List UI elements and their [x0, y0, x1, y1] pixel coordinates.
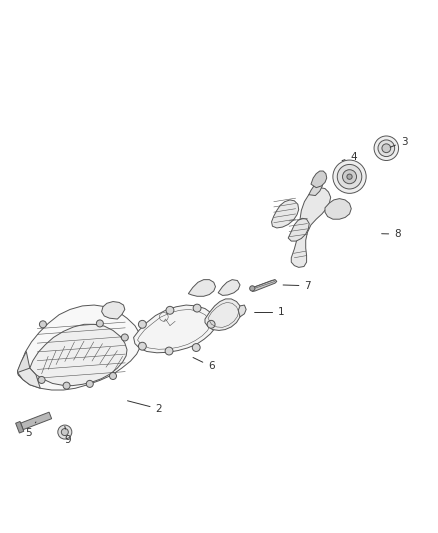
Circle shape — [138, 320, 146, 328]
Circle shape — [193, 304, 201, 312]
Circle shape — [337, 165, 362, 189]
Circle shape — [250, 286, 255, 291]
Polygon shape — [311, 171, 327, 188]
Polygon shape — [16, 422, 24, 433]
Polygon shape — [325, 199, 351, 219]
Text: 5: 5 — [25, 422, 36, 438]
Circle shape — [192, 344, 200, 351]
Circle shape — [347, 174, 352, 179]
Circle shape — [207, 320, 215, 328]
Polygon shape — [288, 219, 309, 241]
Circle shape — [343, 169, 357, 184]
Circle shape — [382, 144, 391, 152]
Circle shape — [333, 160, 366, 193]
Text: 3: 3 — [390, 136, 407, 147]
Text: 1: 1 — [254, 308, 285, 318]
Polygon shape — [218, 280, 240, 295]
Text: 9: 9 — [65, 426, 71, 445]
Polygon shape — [188, 280, 215, 296]
Polygon shape — [252, 280, 277, 292]
Circle shape — [96, 320, 103, 327]
Polygon shape — [30, 324, 127, 386]
Polygon shape — [18, 351, 30, 377]
Polygon shape — [291, 188, 331, 268]
Polygon shape — [309, 180, 322, 196]
Polygon shape — [21, 412, 52, 430]
Circle shape — [38, 376, 45, 383]
Circle shape — [86, 381, 93, 387]
Polygon shape — [102, 302, 125, 319]
Circle shape — [63, 382, 70, 389]
Circle shape — [138, 342, 146, 350]
Text: 8: 8 — [381, 229, 401, 239]
Circle shape — [121, 334, 128, 341]
Circle shape — [166, 306, 174, 314]
Circle shape — [378, 140, 395, 157]
Polygon shape — [238, 305, 246, 317]
Circle shape — [110, 373, 117, 379]
Polygon shape — [205, 299, 242, 330]
Circle shape — [374, 136, 399, 160]
Circle shape — [61, 429, 68, 435]
Polygon shape — [134, 305, 216, 353]
Polygon shape — [18, 368, 40, 388]
Text: 7: 7 — [283, 281, 311, 291]
Circle shape — [58, 425, 72, 439]
Circle shape — [165, 347, 173, 355]
Text: 6: 6 — [193, 358, 215, 372]
Text: 4: 4 — [342, 152, 357, 162]
Polygon shape — [18, 305, 141, 390]
Text: 2: 2 — [127, 401, 162, 414]
Polygon shape — [272, 200, 299, 228]
Circle shape — [39, 321, 46, 328]
